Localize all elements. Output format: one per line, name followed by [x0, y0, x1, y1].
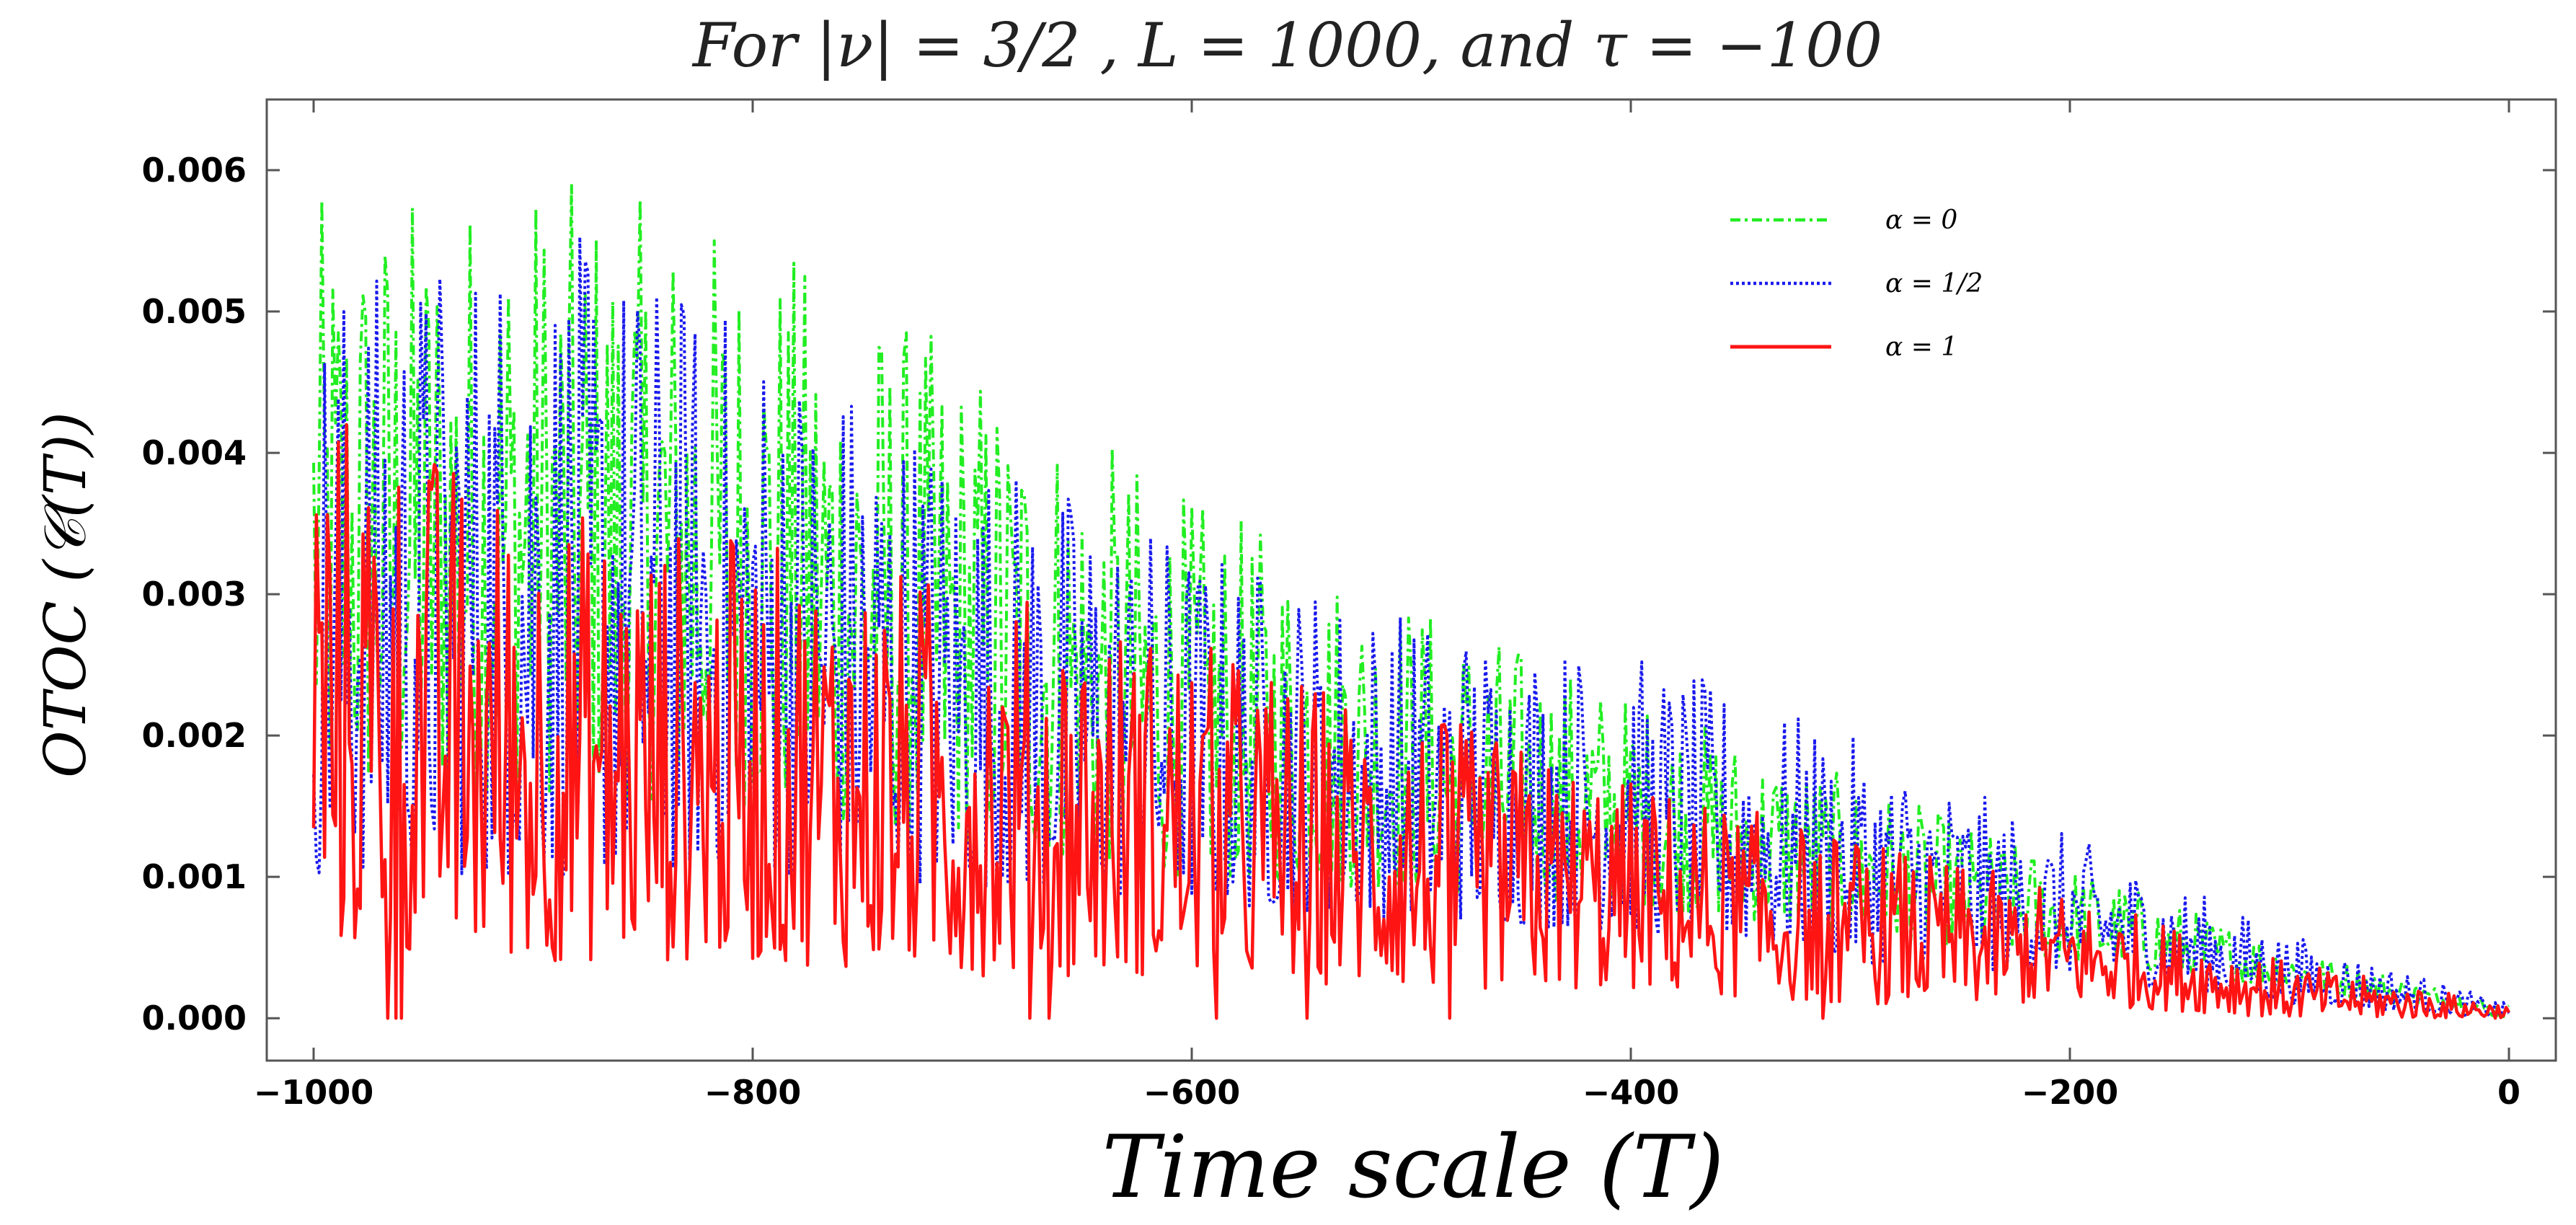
x-axis-label: Time scale (T) — [1102, 1118, 1725, 1218]
x-tick-label: −600 — [1143, 1073, 1241, 1112]
x-tick-label: 0 — [2497, 1073, 2520, 1112]
y-tick-label: 0.002 — [141, 716, 247, 755]
y-tick-label: 0.000 — [141, 999, 247, 1038]
legend-label: α = 0 — [1885, 205, 1957, 235]
y-tick-label: 0.006 — [141, 151, 247, 190]
plot-frame — [265, 98, 2557, 1062]
x-tick-label: −1000 — [254, 1073, 374, 1112]
y-tick-label: 0.005 — [141, 292, 247, 331]
x-tick-label: −800 — [704, 1073, 802, 1112]
legend-label: α = 1/2 — [1885, 269, 1983, 298]
x-axis-ticks: −1000 −800 −600 −400 −200 0 — [254, 99, 2520, 1112]
legend-label: α = 1 — [1885, 332, 1957, 362]
chart-title: For |ν| = 3/2 , L = 1000, and τ = −100 — [691, 10, 1882, 81]
y-axis-ticks: 0.000 0.001 0.002 0.003 0.004 0.005 0.006 — [141, 151, 2556, 1038]
legend: α = 0 α = 1/2 α = 1 — [1730, 205, 1983, 362]
x-tick-label: −400 — [1583, 1073, 1680, 1112]
y-axis-label: OTOC (𝒞(T)) — [32, 412, 99, 778]
x-tick-label: −200 — [2022, 1073, 2119, 1112]
y-tick-label: 0.003 — [141, 575, 247, 614]
plot-data-layer — [311, 182, 2510, 1020]
series-line-3 — [311, 423, 2510, 1020]
y-tick-label: 0.004 — [141, 433, 247, 472]
y-tick-label: 0.001 — [141, 857, 247, 896]
